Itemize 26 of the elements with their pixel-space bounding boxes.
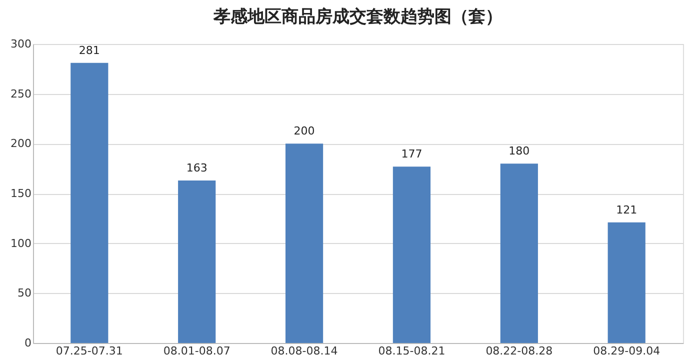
x-tick-label: 07.25-07.31 (56, 344, 123, 358)
data-label: 121 (616, 203, 638, 216)
data-label: 163 (186, 162, 208, 175)
data-label: 180 (508, 144, 530, 158)
y-tick-label: 250 (10, 87, 32, 100)
y-tick-label: 300 (10, 38, 32, 50)
bar (285, 144, 324, 343)
bar (178, 180, 216, 343)
bar (500, 164, 538, 343)
x-tick-label: 08.29-09.04 (593, 344, 660, 358)
y-tick-label: 0 (24, 336, 32, 350)
data-label: 200 (294, 124, 315, 138)
bar (392, 166, 431, 343)
y-tick-label: 50 (18, 286, 32, 300)
x-tick-label: 08.01-08.07 (163, 344, 230, 358)
data-label: 281 (78, 44, 100, 57)
data-label: 177 (401, 148, 422, 161)
chart-title: 孝感地区商品房成交套数趋势图（套） (212, 7, 502, 27)
y-tick-label: 150 (10, 187, 32, 200)
x-tick-label: 08.08-08.14 (270, 344, 338, 358)
y-tick-label: 100 (10, 236, 32, 250)
bar (608, 222, 646, 343)
x-tick-label: 08.15-08.21 (378, 344, 446, 358)
x-tick-label: 08.22-08.28 (486, 344, 553, 358)
y-tick-label: 200 (10, 137, 32, 150)
bar (70, 62, 108, 343)
